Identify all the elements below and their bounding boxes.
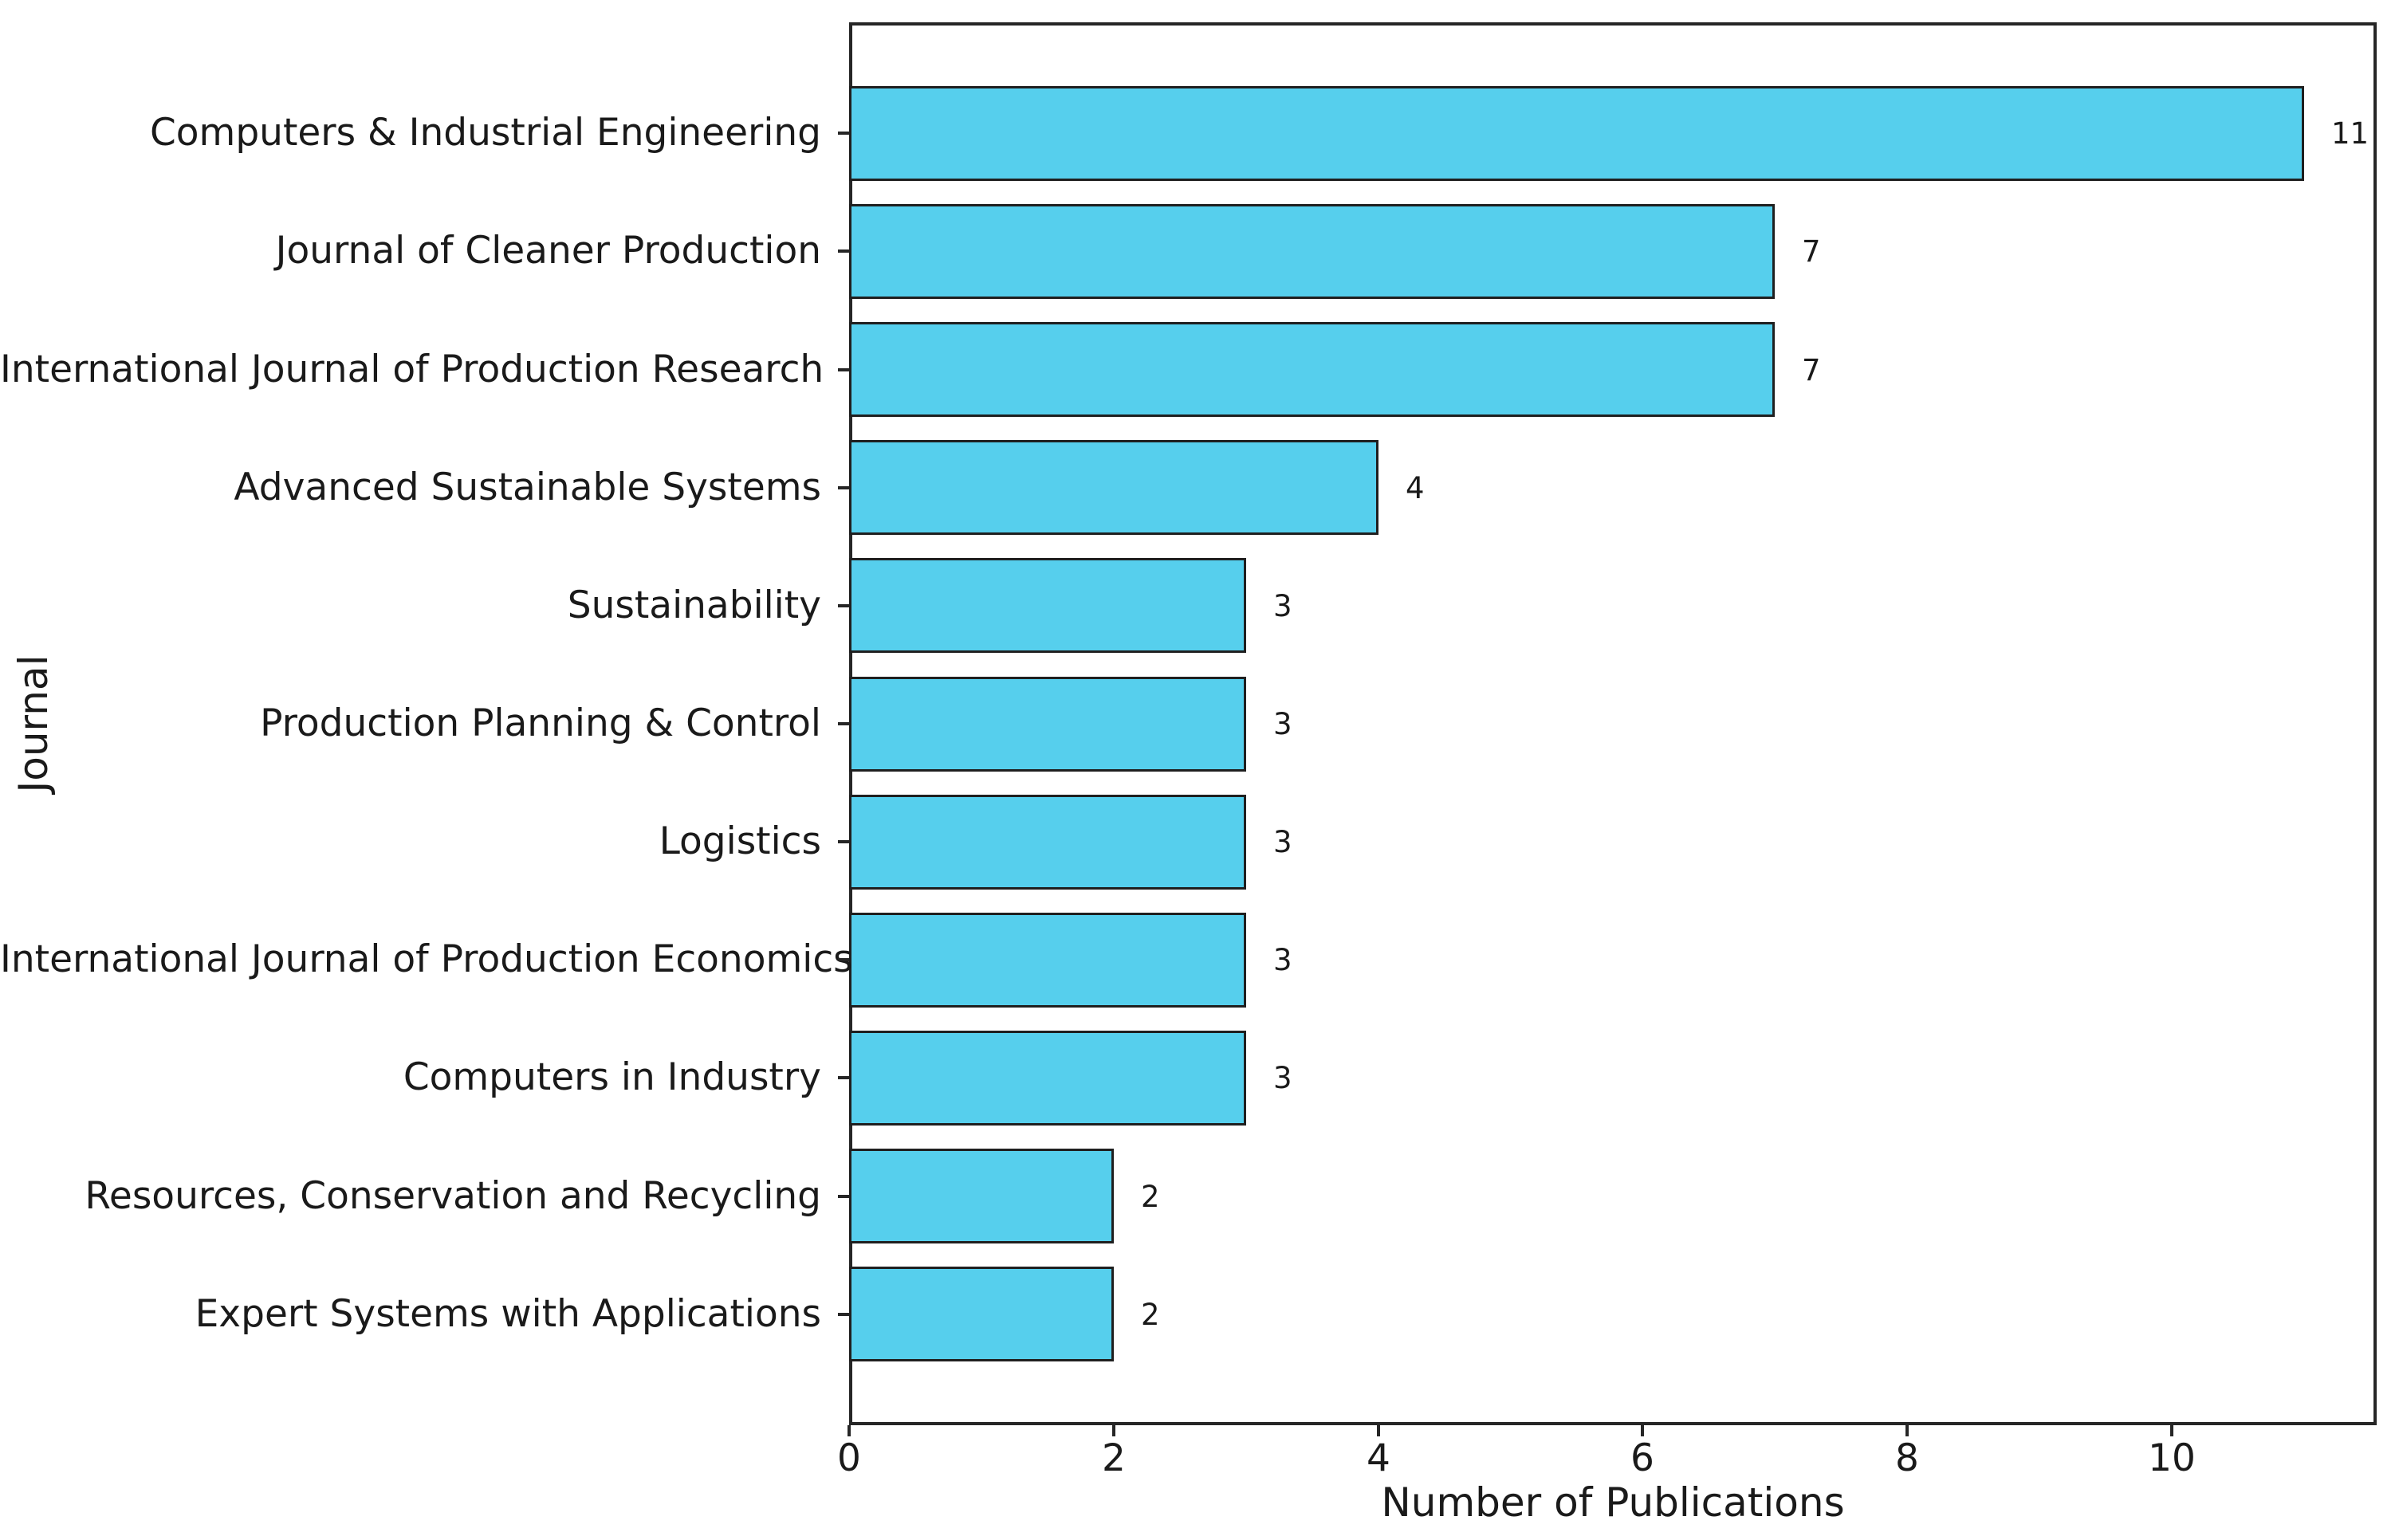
bar-value-label: 3 — [1273, 588, 1292, 623]
x-tick-mark — [1112, 1425, 1115, 1436]
x-tick-mark — [1641, 1425, 1644, 1436]
y-tick-mark — [838, 958, 849, 961]
x-tick-label: 8 — [1895, 1436, 1919, 1480]
y-tick-label: Advanced Sustainable Systems — [234, 466, 821, 509]
bar — [849, 913, 1246, 1008]
bar-value-label: 2 — [1141, 1179, 1160, 1214]
bar-value-label: 7 — [1802, 234, 1821, 269]
y-tick-label: International Journal of Production Econ… — [0, 937, 853, 981]
y-tick-label: Expert Systems with Applications — [195, 1292, 821, 1336]
bar — [849, 204, 1775, 299]
bar-value-label: 7 — [1802, 352, 1821, 387]
y-tick-label: Computers & Industrial Engineering — [149, 111, 821, 155]
bar — [849, 558, 1246, 653]
x-tick-mark — [1905, 1425, 1909, 1436]
y-tick-label: International Journal of Production Rese… — [0, 348, 824, 391]
x-axis-title: Number of Publications — [1381, 1479, 1845, 1526]
y-tick-mark — [838, 604, 849, 607]
bar — [849, 1149, 1114, 1243]
bar — [849, 677, 1246, 772]
y-tick-label: Production Planning & Control — [260, 701, 821, 745]
y-tick-label: Sustainability — [567, 583, 821, 627]
y-tick-mark — [838, 1195, 849, 1198]
y-tick-mark — [838, 840, 849, 843]
x-tick-mark — [2170, 1425, 2173, 1436]
y-tick-mark — [838, 249, 849, 253]
x-tick-mark — [1377, 1425, 1380, 1436]
y-tick-label: Computers in Industry — [403, 1055, 821, 1099]
bar — [849, 1031, 1246, 1126]
y-tick-mark — [838, 486, 849, 489]
y-tick-mark — [838, 1076, 849, 1079]
bar — [849, 322, 1775, 417]
bar-value-label: 4 — [1406, 470, 1425, 505]
y-tick-mark — [838, 368, 849, 371]
x-tick-label: 2 — [1102, 1436, 1126, 1480]
x-tick-label: 4 — [1367, 1436, 1390, 1480]
bar — [849, 86, 2304, 181]
bar — [849, 440, 1378, 535]
bar-value-label: 11 — [2331, 116, 2370, 151]
y-tick-mark — [838, 132, 849, 135]
bar — [849, 795, 1246, 890]
bar-value-label: 3 — [1273, 824, 1292, 859]
y-tick-label: Logistics — [659, 819, 821, 863]
x-tick-mark — [848, 1425, 851, 1436]
y-tick-label: Resources, Conservation and Recycling — [85, 1174, 821, 1218]
bar-value-label: 3 — [1273, 1060, 1292, 1095]
x-tick-label: 6 — [1630, 1436, 1654, 1480]
bar — [849, 1267, 1114, 1361]
y-tick-mark — [838, 722, 849, 725]
x-tick-label: 10 — [2148, 1436, 2196, 1480]
bar-value-label: 3 — [1273, 706, 1292, 741]
bar-value-label: 3 — [1273, 942, 1292, 977]
y-tick-mark — [838, 1313, 849, 1316]
y-tick-label: Journal of Cleaner Production — [275, 229, 821, 273]
x-tick-label: 0 — [837, 1436, 861, 1480]
bar-value-label: 2 — [1141, 1297, 1160, 1332]
